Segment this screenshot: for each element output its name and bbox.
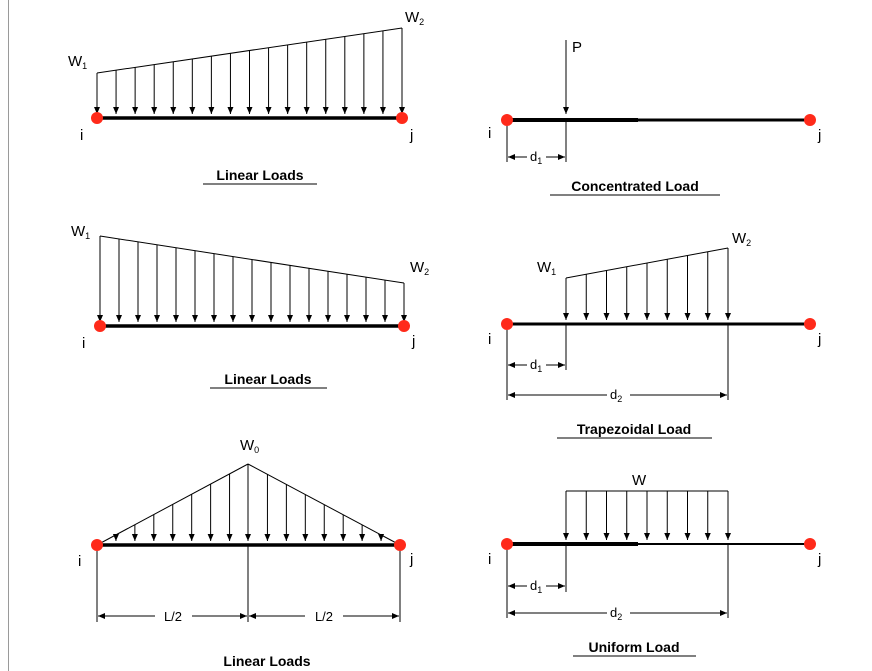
- panel-concentrated-load: P d1 i j Concentrated Load: [488, 39, 821, 196]
- panel-linear-loads-decreasing: W1 W2 i j Linear Loads: [71, 223, 429, 389]
- panel-trapezoidal-load: W1 W2 d1 d2 i j Trapezoidal Load: [488, 230, 821, 439]
- node-i-label: i: [82, 335, 85, 352]
- peak-load-label: W0: [240, 437, 259, 455]
- half-left-label: L/2: [164, 609, 182, 624]
- d1-label: d1: [530, 357, 542, 374]
- node-i-label: i: [80, 127, 83, 144]
- load-label: P: [572, 39, 582, 56]
- node-j-label: j: [817, 331, 821, 348]
- load-arrows: [563, 248, 731, 320]
- load-envelope: [96, 27, 403, 74]
- node-i: [501, 318, 513, 330]
- node-j-label: j: [409, 551, 413, 568]
- node-i: [91, 112, 103, 124]
- end-load-label: W2: [410, 259, 429, 277]
- load-envelope: [99, 235, 405, 284]
- load-arrows: [112, 464, 385, 541]
- half-right-label: L/2: [315, 609, 333, 624]
- caption: Linear Loads: [224, 371, 311, 387]
- panel-linear-loads-increasing: W1 W2 i j Linear Loads: [68, 9, 424, 185]
- node-j: [394, 539, 406, 551]
- node-i: [501, 538, 513, 550]
- node-i-label: i: [78, 553, 81, 570]
- d2-label: d2: [610, 605, 622, 622]
- node-j: [804, 538, 816, 550]
- node-i: [501, 114, 513, 126]
- node-j: [804, 318, 816, 330]
- load-envelope-right: [247, 463, 401, 546]
- d1-label: d1: [530, 578, 542, 595]
- caption: Concentrated Load: [571, 178, 699, 194]
- start-load-label: W1: [537, 259, 556, 277]
- node-j-label: j: [409, 127, 413, 144]
- end-load-label: W2: [405, 9, 424, 27]
- node-i-label: i: [488, 551, 491, 568]
- node-i-label: i: [488, 331, 491, 348]
- panel-linear-loads-triangular: W0 L/2 L/2 i j Linear Loads: [78, 437, 413, 669]
- node-i: [91, 539, 103, 551]
- node-j-label: j: [817, 551, 821, 568]
- node-i: [94, 320, 106, 332]
- panel-uniform-load: W d1 d2 i j Uniform Load: [488, 472, 821, 657]
- load-label: W: [632, 472, 647, 489]
- start-load-label: W1: [68, 53, 87, 71]
- node-j-label: j: [411, 333, 415, 350]
- load-arrows: [563, 491, 731, 540]
- caption: Trapezoidal Load: [577, 421, 691, 437]
- caption: Linear Loads: [216, 167, 303, 183]
- node-j: [804, 114, 816, 126]
- node-j: [396, 112, 408, 124]
- start-load-label: W1: [71, 223, 90, 241]
- load-arrows: [94, 28, 405, 114]
- caption: Linear Loads: [223, 653, 310, 669]
- d1-label: d1: [530, 149, 542, 166]
- caption: Uniform Load: [589, 639, 680, 655]
- node-i-label: i: [488, 125, 491, 142]
- end-load-label: W2: [732, 230, 751, 248]
- node-j-label: j: [817, 127, 821, 144]
- d2-label: d2: [610, 387, 622, 404]
- load-envelope: [565, 247, 729, 279]
- node-j: [398, 320, 410, 332]
- load-envelope-left: [96, 463, 249, 546]
- load-arrows: [97, 236, 407, 322]
- left-border-line: [8, 0, 9, 671]
